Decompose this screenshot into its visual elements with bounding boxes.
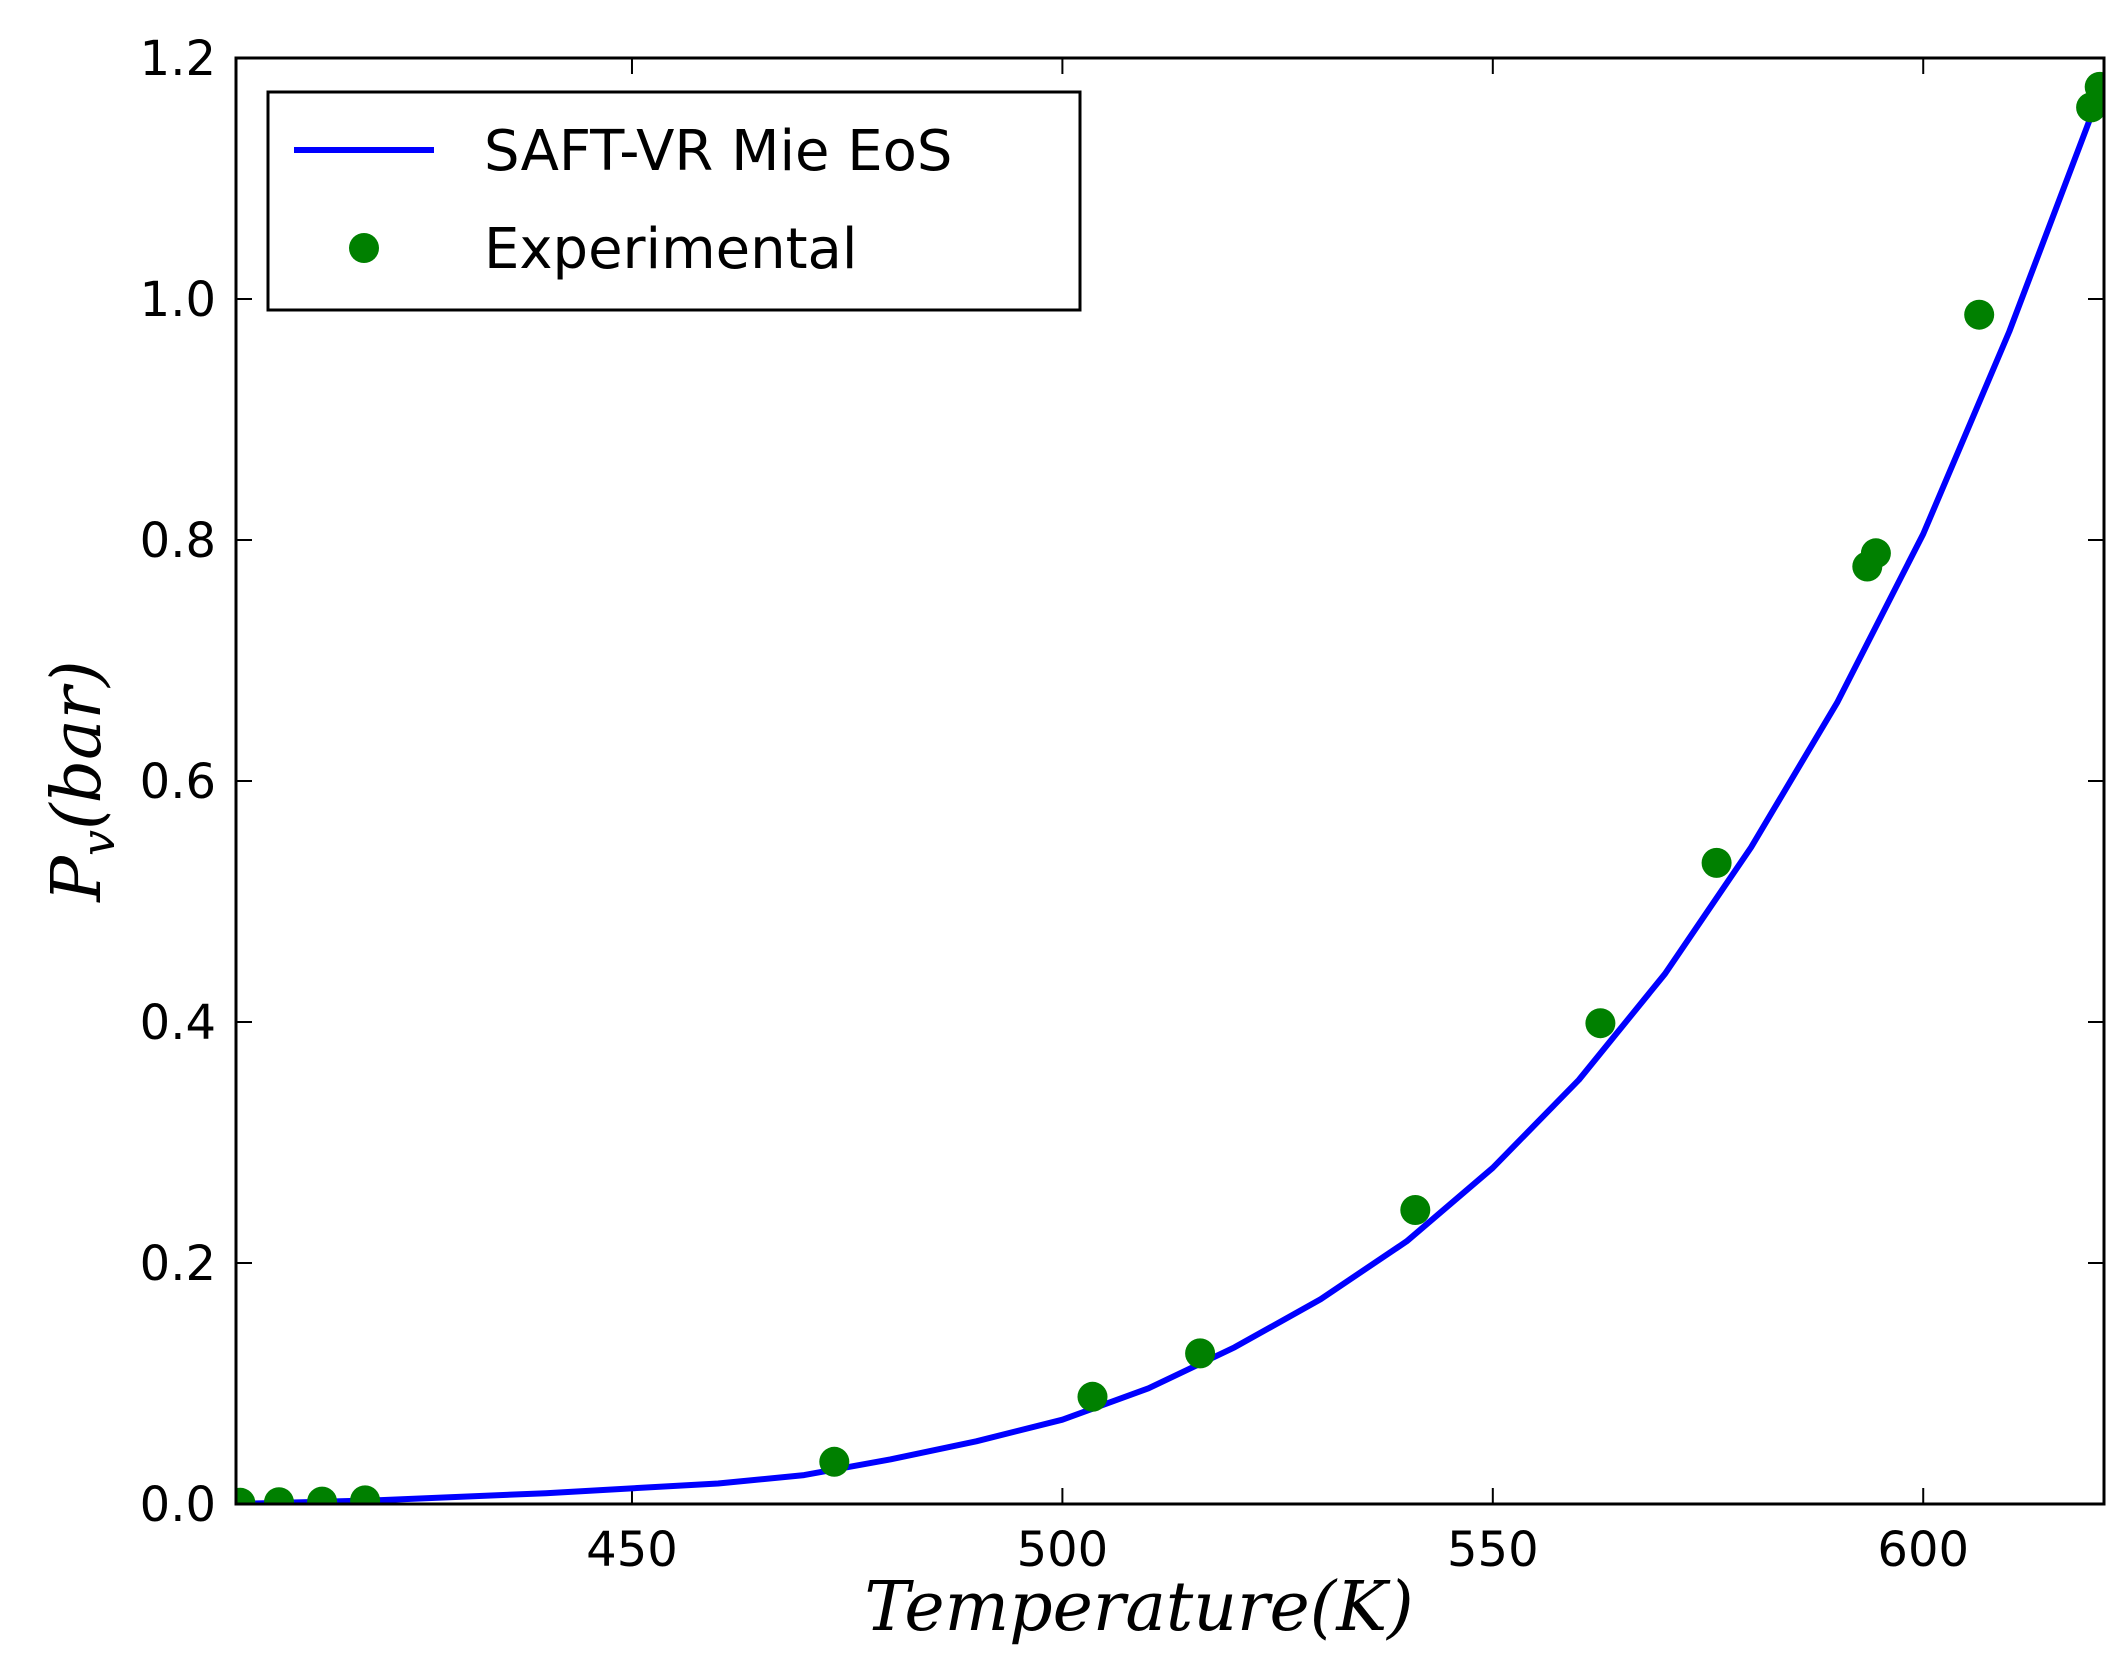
series-layer <box>236 71 2104 1504</box>
experimental-point <box>236 1487 256 1504</box>
experimental-point <box>2084 71 2104 102</box>
experimental-point <box>1400 1195 1431 1225</box>
experimental-point <box>350 1485 381 1504</box>
y-tick-label: 0.4 <box>140 995 216 1051</box>
experimental-point <box>1860 538 1891 569</box>
y-axis-title: Pv(bar) <box>38 660 125 903</box>
x-tick-label: 450 <box>586 1522 678 1578</box>
experimental-point <box>307 1486 338 1504</box>
x-tick-label: 600 <box>1877 1522 1969 1578</box>
y-tick-label: 0.8 <box>140 513 216 569</box>
x-axis-title: Temperature(K) <box>864 1568 1413 1647</box>
y-tick-label: 0.6 <box>140 754 216 810</box>
x-tick-label: 550 <box>1447 1522 1539 1578</box>
legend: SAFT-VR Mie EoS Experimental <box>266 90 1082 312</box>
experimental-point <box>1185 1338 1216 1369</box>
y-tick-label: 1.0 <box>140 272 216 328</box>
experimental-point <box>264 1487 294 1504</box>
legend-label-model: SAFT-VR Mie EoS <box>484 119 952 184</box>
experimental-point <box>1701 847 1732 878</box>
experimental-point <box>1077 1381 1108 1412</box>
y-tick-label: 1.2 <box>140 31 216 87</box>
x-tick-label: 500 <box>1017 1522 1109 1578</box>
plot-frame <box>234 56 2106 1506</box>
y-axis-title-main: P <box>38 855 117 904</box>
legend-label-experimental: Experimental <box>484 217 857 282</box>
tick-labels: 450 500 550 600 0.0 0.2 0.4 0.6 0.8 1.0 1.2 <box>140 31 1969 1578</box>
series-line-saft-vr-mie <box>236 81 2104 1504</box>
y-tick-label: 0.2 <box>140 1236 216 1292</box>
y-tick-label: 0.0 <box>140 1477 216 1533</box>
legend-marker-sample <box>349 233 379 263</box>
experimental-point <box>819 1446 850 1477</box>
y-axis-title-rest: (bar) <box>38 660 117 830</box>
legend-box <box>266 90 1082 312</box>
y-axis-title-sub: v <box>71 830 125 856</box>
experimental-point <box>1964 299 1995 330</box>
experimental-point <box>1585 1008 1616 1039</box>
